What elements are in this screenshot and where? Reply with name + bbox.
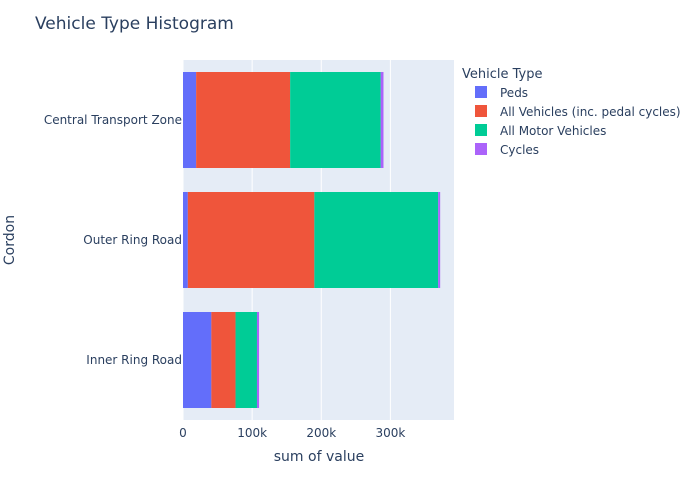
legend-items[interactable]: Peds All Vehicles (inc. pedal cycles) All … xyxy=(475,86,681,157)
bar-segment[interactable] xyxy=(290,72,381,168)
legend-swatch xyxy=(475,105,487,117)
legend[interactable]: Vehicle Type Peds All Vehicles (inc. peda… xyxy=(462,67,681,157)
x-tick-labels: 0 100k 200k 300k xyxy=(179,426,405,440)
x-axis-title: sum of value xyxy=(274,449,364,465)
legend-item[interactable]: All Motor Vehicles xyxy=(475,124,606,138)
legend-label: Cycles xyxy=(500,143,539,157)
bar-segment[interactable] xyxy=(183,72,197,168)
y-tick-label: Central Transport Zone xyxy=(44,113,182,127)
chart-title: Vehicle Type Histogram xyxy=(35,14,234,34)
y-tick-label: Outer Ring Road xyxy=(83,233,182,247)
x-tick-label: 200k xyxy=(306,426,336,440)
x-tick-label: 0 xyxy=(179,426,187,440)
y-tick-label: Inner Ring Road xyxy=(86,353,182,367)
legend-label: All Motor Vehicles xyxy=(500,124,606,138)
legend-item[interactable]: Cycles xyxy=(475,143,539,157)
legend-swatch xyxy=(475,143,487,155)
bar-segment[interactable] xyxy=(256,312,260,408)
bars xyxy=(183,72,441,408)
bar-segment[interactable] xyxy=(183,192,188,288)
legend-label: Peds xyxy=(500,86,528,100)
bar-segment[interactable] xyxy=(438,192,441,288)
legend-label: All Vehicles (inc. pedal cycles) xyxy=(500,105,681,119)
bar-segment[interactable] xyxy=(196,72,291,168)
legend-title: Vehicle Type xyxy=(462,67,542,82)
y-axis-title: Cordon xyxy=(2,215,18,265)
legend-item[interactable]: Peds xyxy=(475,86,528,100)
bar-segment[interactable] xyxy=(211,312,236,408)
legend-swatch xyxy=(475,86,487,98)
bar-segment[interactable] xyxy=(314,192,439,288)
legend-swatch xyxy=(475,124,487,136)
x-tick-label: 300k xyxy=(375,426,405,440)
bar-segment[interactable] xyxy=(380,72,384,168)
bar-segment[interactable] xyxy=(235,312,257,408)
bar-segment[interactable] xyxy=(187,192,315,288)
x-tick-label: 100k xyxy=(237,426,267,440)
legend-item[interactable]: All Vehicles (inc. pedal cycles) xyxy=(475,105,681,119)
y-tick-labels: Central Transport Zone Outer Ring Road Inn… xyxy=(44,113,182,367)
bar-segment[interactable] xyxy=(183,312,212,408)
